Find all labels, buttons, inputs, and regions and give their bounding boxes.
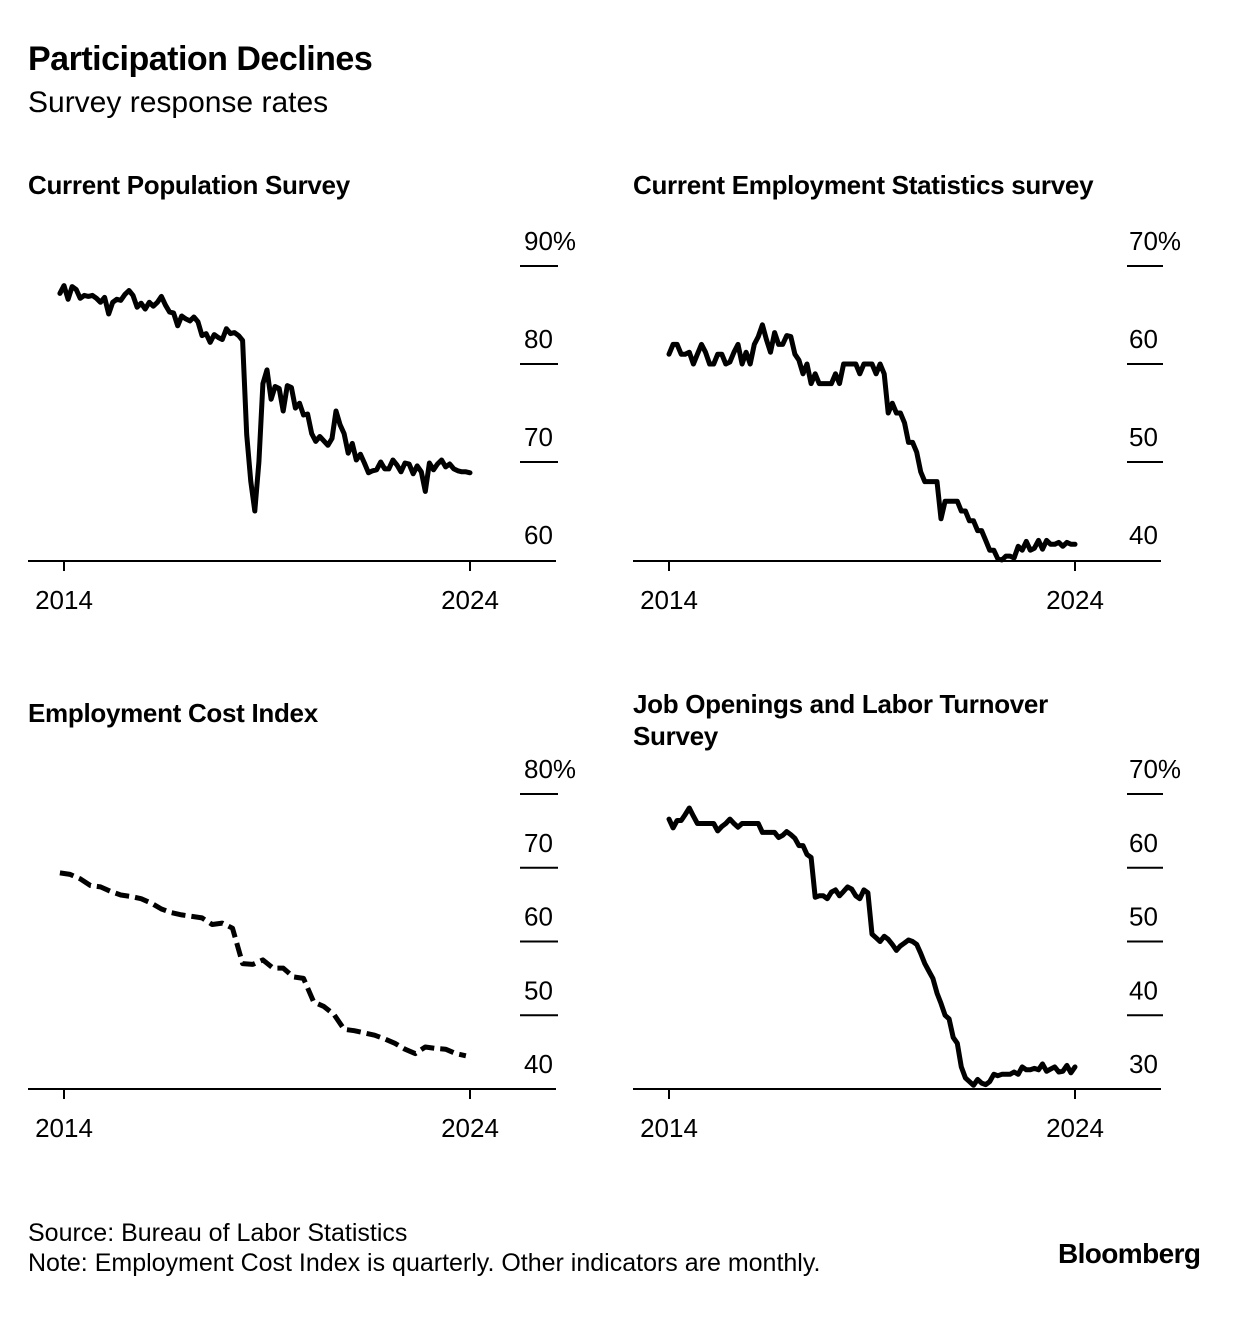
panel-title-jolts: Job Openings and Labor Turnover Survey — [633, 689, 1048, 751]
source-note: Source: Bureau of Labor Statistics — [28, 1219, 408, 1247]
series-line-0 — [666, 805, 1078, 1088]
y-tick-label-30: 30 — [1129, 1049, 1158, 1079]
x-tick-label-2014: 2014 — [35, 585, 93, 615]
x-tick-label-2024: 2024 — [441, 585, 499, 615]
series-line-0 — [666, 322, 1078, 563]
methodology-note: Note: Employment Cost Index is quarterly… — [28, 1249, 821, 1277]
y-tick-label-60: 60 — [524, 520, 553, 550]
x-tick-label-2024: 2024 — [1046, 585, 1104, 615]
x-tick-label-2024: 2024 — [441, 1113, 499, 1143]
y-tick-label-60: 60 — [1129, 828, 1158, 858]
y-tick-label-90: 90% — [524, 226, 576, 256]
y-tick-label-40: 40 — [1129, 975, 1158, 1005]
y-tick-label-40: 40 — [1129, 520, 1158, 550]
y-tick-label-50: 50 — [1129, 902, 1158, 932]
y-tick-label-80: 80% — [524, 754, 576, 784]
x-tick-label-2014: 2014 — [640, 1113, 698, 1143]
panel-title-eci: Employment Cost Index — [28, 698, 318, 728]
ces-chart: 40 50 60 70% 2014 2024 — [633, 226, 1181, 615]
y-tick-label-70: 70 — [524, 422, 553, 452]
y-tick-label-70: 70 — [524, 828, 553, 858]
panel-title-cps: Current Population Survey — [28, 170, 350, 200]
y-tick-label-70: 70% — [1129, 754, 1181, 784]
eci-chart: 40 50 60 70 80% 2014 2024 — [28, 754, 576, 1143]
y-tick-label-60: 60 — [524, 902, 553, 932]
y-tick-label-50: 50 — [1129, 422, 1158, 452]
y-tick-label-80: 80 — [524, 324, 553, 354]
x-tick-label-2024: 2024 — [1046, 1113, 1104, 1143]
y-tick-label-40: 40 — [524, 1049, 553, 1079]
panel-title-ces: Current Employment Statistics survey — [633, 170, 1094, 200]
cps-chart: 60 70 80 90% 2014 2024 — [28, 226, 576, 615]
x-tick-label-2014: 2014 — [640, 585, 698, 615]
x-tick-label-2014: 2014 — [35, 1113, 93, 1143]
jolts-chart: 30 40 50 60 70% 2014 2024 — [633, 754, 1181, 1143]
y-tick-label-70: 70% — [1129, 226, 1181, 256]
footer-notes: Source: Bureau of Labor Statistics Note:… — [28, 1218, 820, 1278]
series-line-0 — [57, 283, 473, 514]
chart-title: Participation Declines — [28, 40, 373, 78]
bloomberg-logo: Bloomberg — [1058, 1238, 1201, 1269]
y-tick-label-50: 50 — [524, 975, 553, 1005]
chart-subtitle: Survey response rates — [28, 86, 329, 119]
y-tick-label-60: 60 — [1129, 324, 1158, 354]
series-line-0 — [59, 870, 467, 1059]
